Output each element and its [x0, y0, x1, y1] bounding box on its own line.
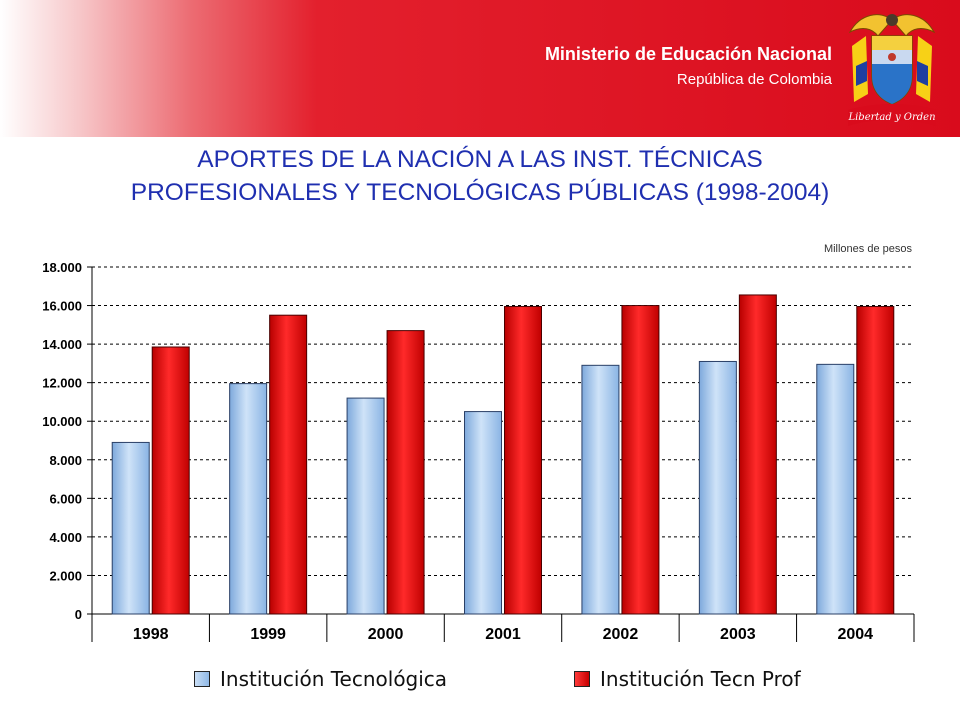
x-tick-label: 2000	[368, 626, 404, 643]
ministry-name: Ministerio de Educación Nacional	[544, 44, 832, 64]
y-tick-label: 4.000	[49, 530, 82, 545]
title-line-1: APORTES DE LA NACIÓN A LAS INST. TÉCNICA…	[197, 146, 763, 173]
bar-tecn-prof	[269, 314, 308, 615]
legend-item-tecn-prof: Institución Tecn Prof	[574, 667, 801, 691]
bar-tecnologica	[111, 441, 150, 615]
y-tick-label: 8.000	[49, 453, 82, 468]
x-tick-label: 2002	[603, 626, 639, 643]
y-tick-label: 6.000	[49, 491, 82, 506]
bar-chart: 0 2.000 4.000 6.000 8.000 10.000 12.000 14.000 1…	[42, 260, 915, 643]
y-tick-label: 0	[75, 607, 82, 622]
y-tick-label: 12.000	[42, 376, 82, 391]
x-tick-label: 2003	[720, 626, 756, 643]
y-tick-label: 10.000	[42, 414, 82, 429]
motto-text: Libertad y Orden	[847, 112, 935, 123]
bar-tecnologica	[464, 411, 502, 615]
x-tick-label: 1998	[133, 626, 169, 643]
x-tick-label: 2004	[837, 626, 873, 643]
bar-tecnologica	[581, 364, 620, 615]
legend-item-tecnologica: Institución Tecnológica	[194, 667, 447, 691]
bar-tecnologica	[346, 397, 385, 615]
y-tick-label: 14.000	[42, 337, 82, 352]
bar-tecn-prof	[738, 294, 777, 615]
bar-tecn-prof	[386, 330, 425, 615]
bar-tecnologica	[698, 360, 737, 615]
units-note: Millones de pesos	[823, 243, 912, 255]
ministry-block: Ministerio de Educación Nacional Repúbli…	[545, 44, 832, 88]
coat-of-arms-colombia-icon: Libertad y Orden	[847, 14, 936, 126]
bar-tecn-prof	[504, 306, 542, 615]
y-tick-label: 16.000	[42, 299, 82, 314]
legend-label-tecnologica: Institución Tecnológica	[220, 667, 448, 691]
legend-swatch-red	[574, 671, 590, 687]
title-line-2: PROFESIONALES Y TECNOLÓGICAS PÚBLICAS (1…	[130, 179, 830, 206]
bar-tecn-prof	[621, 305, 660, 615]
bar-tecnologica	[229, 383, 268, 615]
legend-label-tecn-prof: Institución Tecn Prof	[600, 667, 801, 691]
chart-legend: Institución Tecnológica Institución Tecn…	[0, 667, 960, 697]
legend-swatch-blue	[194, 671, 210, 687]
country-name: República de Colombia	[676, 71, 832, 88]
bar-tecn-prof	[151, 346, 190, 615]
header-band	[0, 0, 960, 137]
slide-title: APORTES DE LA NACIÓN A LAS INST. TÉCNICA…	[0, 143, 960, 209]
y-tick-label: 18.000	[42, 260, 82, 275]
bar-tecnologica	[816, 363, 855, 615]
x-tick-label: 2001	[485, 626, 521, 643]
bar-tecn-prof	[856, 306, 895, 615]
x-tick-label: 1999	[250, 626, 286, 643]
y-tick-label: 2.000	[49, 568, 82, 583]
